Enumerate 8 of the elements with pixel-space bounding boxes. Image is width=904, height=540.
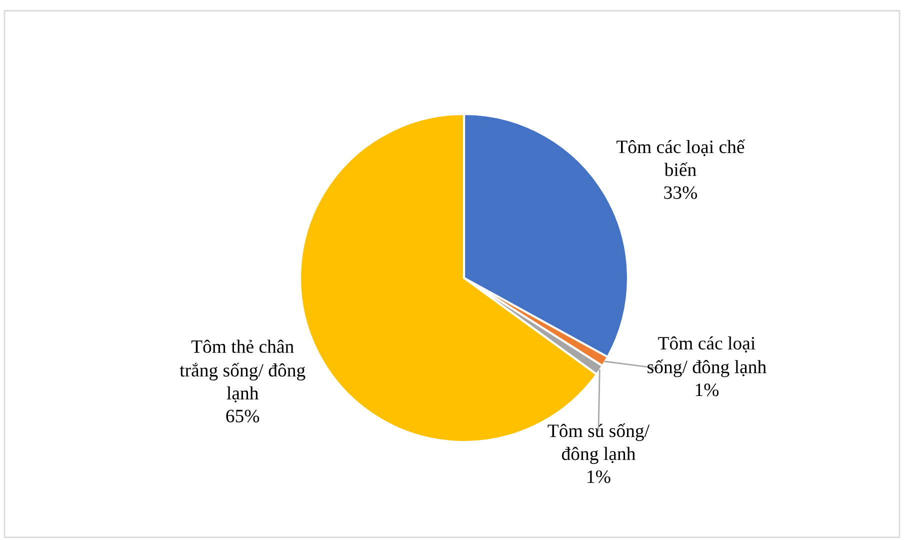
slice-label: Tôm các loại sống/ đông lạnh bbox=[648, 336, 766, 378]
data-label: 33% bbox=[664, 186, 698, 200]
data-label: 1% bbox=[588, 470, 610, 484]
data-label: 65% bbox=[226, 410, 260, 422]
slice-label: Tôm thẻ chân trắng sống/ đông lạnh bbox=[180, 340, 306, 402]
slice-label: Tôm các loại chế biến bbox=[616, 139, 746, 176]
slice-label: Tôm sú sống/ đông lạnh bbox=[548, 423, 650, 464]
data-label: 1% bbox=[696, 384, 719, 396]
